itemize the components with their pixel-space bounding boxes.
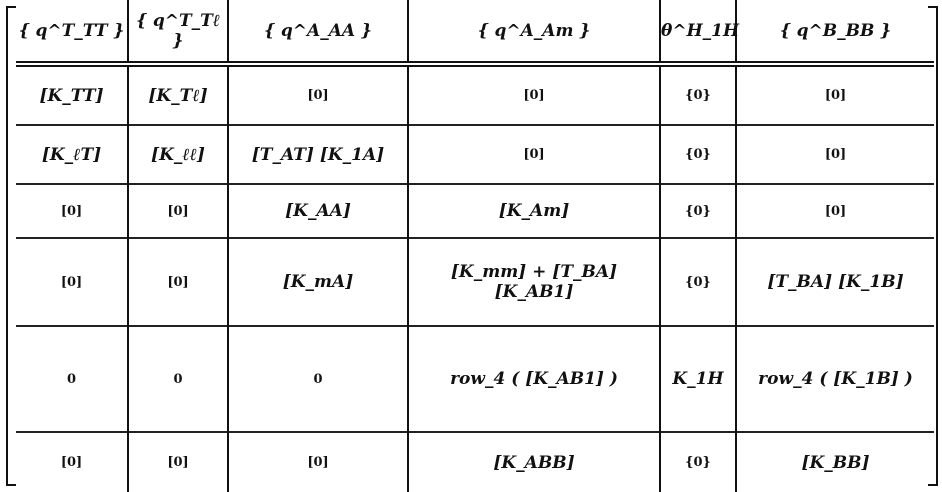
matrix-cell: K_1H: [659, 325, 736, 432]
table-row: 0 0 0 row_4 ( [K_AB1] ) K_1H row_4 ( [K_…: [16, 325, 934, 432]
table-row: [K_TT] [K_Tℓ] [0] [0] {0} [0]: [16, 64, 934, 125]
matrix-cell: [0]: [16, 237, 128, 326]
matrix-cell: 0: [127, 325, 228, 432]
header-row: { q^T_TT } { q^T_Tℓ } { q^A_AA } { q^A_A…: [16, 0, 934, 67]
header-cell: { q^A_Am }: [407, 0, 660, 67]
matrix-cell: row_4 ( [K_1B] ): [735, 325, 934, 432]
matrix-cell: 0: [16, 325, 128, 432]
matrix-cell: {0}: [659, 183, 736, 238]
matrix-cell: {0}: [659, 64, 736, 125]
matrix-cell: [0]: [127, 431, 228, 492]
matrix-cell: [T_AT] [K_1A]: [227, 124, 408, 184]
matrix-cell: [K_BB]: [735, 431, 934, 492]
table-row: [K_ℓT] [K_ℓℓ] [T_AT] [K_1A] [0] {0} [0]: [16, 124, 934, 184]
header-cell: { q^T_TT }: [16, 0, 128, 67]
matrix-cell: [0]: [227, 431, 408, 492]
header-cell: { q^B_BB }: [735, 0, 934, 67]
matrix-cell: {0}: [659, 124, 736, 184]
matrix-cell: [0]: [735, 183, 934, 238]
matrix-cell: [0]: [407, 124, 660, 184]
header-cell: { q^A_AA }: [227, 0, 408, 67]
matrix-cell: [K_ℓT]: [16, 124, 128, 184]
matrix-cell: [0]: [16, 431, 128, 492]
matrix-cell: [K_mA]: [227, 237, 408, 326]
matrix-cell: [0]: [227, 64, 408, 125]
matrix-cell: [K_AA]: [227, 183, 408, 238]
matrix-cell: [K_ℓℓ]: [127, 124, 228, 184]
matrix-cell: [0]: [16, 183, 128, 238]
matrix-cell: [T_BA] [K_1B]: [735, 237, 934, 326]
matrix-cell: {0}: [659, 431, 736, 492]
matrix-cell: [K_ABB]: [407, 431, 660, 492]
left-matrix-bracket: [6, 6, 16, 486]
header-cell: θ^H_1H: [659, 0, 739, 67]
table-row: [0] [0] [K_mA] [K_mm] + [T_BA] [K_AB1] {…: [16, 237, 934, 326]
matrix-cell: [K_Tℓ]: [127, 64, 228, 125]
matrix-cell: row_4 ( [K_AB1] ): [407, 325, 660, 432]
matrix-cell: [K_TT]: [39, 85, 104, 106]
matrix-cell: [K_mm] + [T_BA] [K_AB1]: [407, 237, 660, 326]
matrix-cell: [0]: [735, 124, 934, 184]
table-row: [0] [0] [0] [K_ABB] {0} [K_BB]: [16, 431, 934, 492]
header-cell: { q^T_Tℓ }: [127, 0, 228, 67]
matrix-cell: [0]: [127, 183, 228, 238]
matrix-cell: 0: [227, 325, 408, 432]
stiffness-matrix-table: { q^T_TT } { q^T_Tℓ } { q^A_AA } { q^A_A…: [16, 0, 934, 492]
table-row: [0] [0] [K_AA] [K_Am] {0} [0]: [16, 183, 934, 238]
matrix-cell: [K_Am]: [407, 183, 660, 238]
matrix-cell: {0}: [659, 237, 736, 326]
matrix-cell: [0]: [407, 64, 660, 125]
matrix-cell: [0]: [127, 237, 228, 326]
matrix-cell: [0]: [735, 64, 934, 125]
